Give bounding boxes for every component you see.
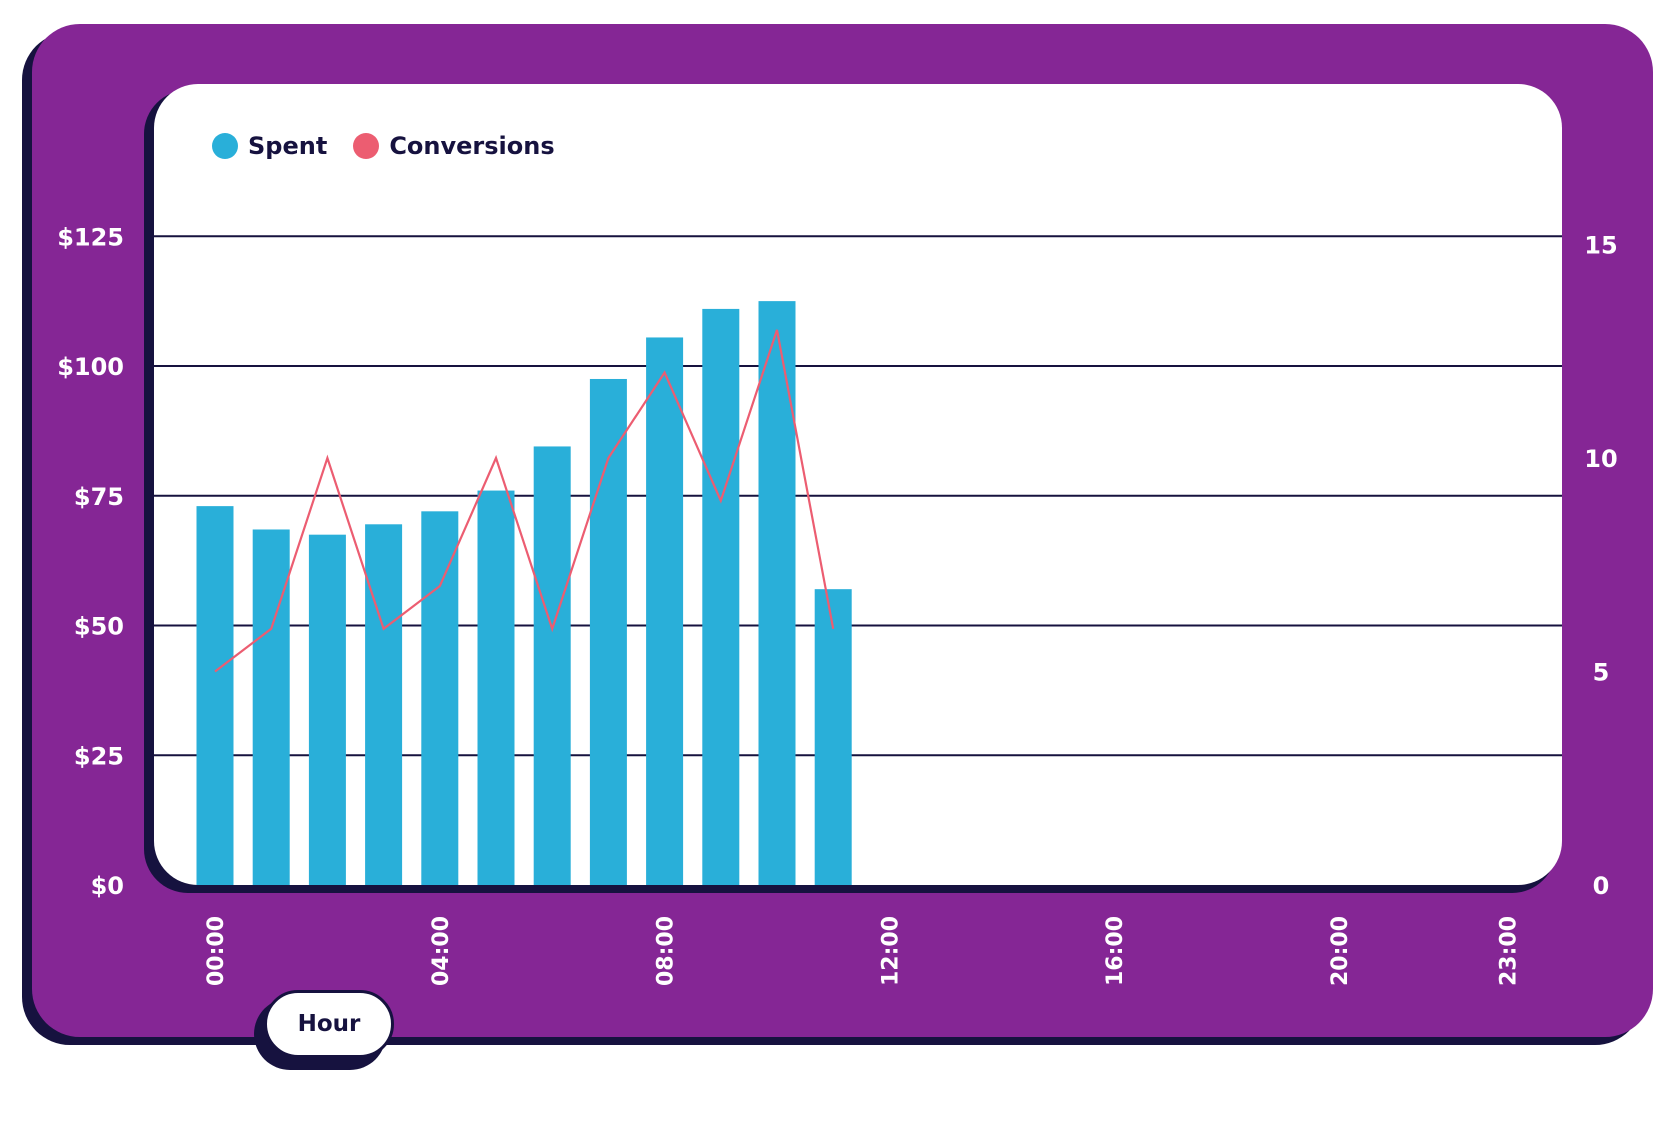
bar-spent [814, 589, 852, 885]
bar-spent [702, 308, 740, 885]
bar-spent [196, 506, 234, 885]
bar-spent [477, 490, 515, 885]
line-conversions [214, 329, 835, 673]
bar-spent [758, 301, 796, 885]
bar-spent [589, 378, 627, 885]
bar-spent [533, 446, 571, 885]
bar-spent [365, 524, 403, 885]
legend-item-conversions[interactable]: Conversions [353, 132, 555, 160]
x-tick-label: 12:00 [878, 916, 903, 986]
x-tick-label: 16:00 [1103, 916, 1128, 986]
legend-dot-spent [212, 133, 238, 159]
y-left-tick-label: $125 [57, 223, 124, 251]
bar-spent [308, 534, 346, 885]
x-axis-title-pill[interactable]: Hour [264, 990, 394, 1058]
y-right-tick-label: 5 [1593, 659, 1610, 687]
y-right-tick-label: 15 [1584, 232, 1617, 260]
bar-spent [421, 511, 459, 885]
x-axis-title: Hour [297, 1011, 361, 1037]
y-left-tick-label: $50 [74, 613, 124, 641]
y-left-tick-label: $100 [57, 353, 124, 381]
legend-label-conversions: Conversions [389, 132, 555, 160]
legend: Spent Conversions [212, 132, 555, 160]
x-tick-label: 08:00 [654, 916, 679, 986]
y-right-tick-label: 0 [1593, 872, 1610, 900]
x-tick-label: 20:00 [1328, 916, 1353, 986]
bar-spent [252, 529, 290, 885]
x-tick-label: 00:00 [204, 916, 229, 986]
x-tick-label: 04:00 [429, 916, 454, 986]
bar-spent [646, 337, 684, 886]
y-left-tick-label: $25 [74, 742, 124, 770]
x-tick-label: 23:00 [1497, 916, 1522, 986]
legend-dot-conversions [353, 133, 380, 159]
legend-item-spent[interactable]: Spent [212, 132, 327, 160]
y-left-tick-label: $0 [91, 872, 124, 900]
y-right-tick-label: 10 [1584, 445, 1617, 473]
y-left-tick-label: $75 [74, 483, 124, 511]
legend-label-spent: Spent [248, 132, 328, 160]
